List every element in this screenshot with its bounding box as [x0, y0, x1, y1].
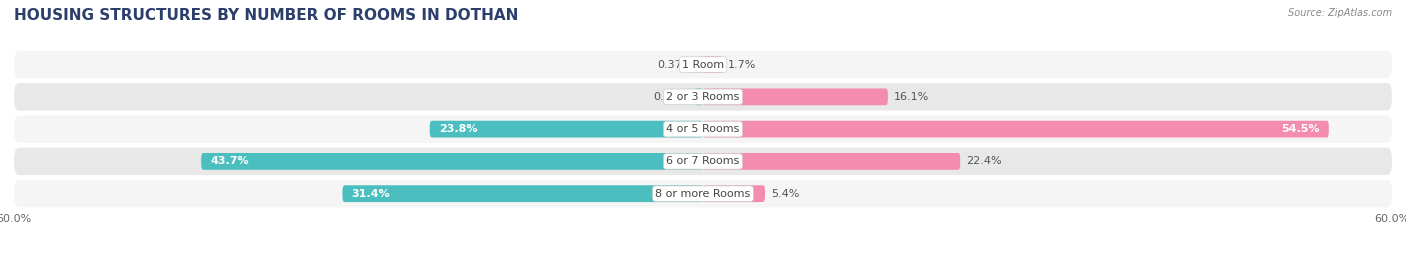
Text: Source: ZipAtlas.com: Source: ZipAtlas.com	[1288, 8, 1392, 18]
FancyBboxPatch shape	[703, 185, 765, 202]
FancyBboxPatch shape	[695, 89, 703, 105]
Text: HOUSING STRUCTURES BY NUMBER OF ROOMS IN DOTHAN: HOUSING STRUCTURES BY NUMBER OF ROOMS IN…	[14, 8, 519, 23]
Text: 2 or 3 Rooms: 2 or 3 Rooms	[666, 92, 740, 102]
Text: 22.4%: 22.4%	[966, 156, 1001, 167]
Text: 4 or 5 Rooms: 4 or 5 Rooms	[666, 124, 740, 134]
FancyBboxPatch shape	[699, 56, 703, 73]
FancyBboxPatch shape	[430, 121, 703, 137]
Text: 43.7%: 43.7%	[211, 156, 249, 167]
FancyBboxPatch shape	[703, 89, 887, 105]
Text: 16.1%: 16.1%	[894, 92, 929, 102]
FancyBboxPatch shape	[703, 56, 723, 73]
FancyBboxPatch shape	[703, 121, 1329, 137]
Text: 6 or 7 Rooms: 6 or 7 Rooms	[666, 156, 740, 167]
FancyBboxPatch shape	[14, 115, 1392, 143]
Text: 1 Room: 1 Room	[682, 59, 724, 70]
FancyBboxPatch shape	[14, 51, 1392, 78]
Text: 5.4%: 5.4%	[770, 189, 799, 199]
Text: 54.5%: 54.5%	[1281, 124, 1320, 134]
Text: 1.7%: 1.7%	[728, 59, 756, 70]
Text: 31.4%: 31.4%	[352, 189, 391, 199]
FancyBboxPatch shape	[14, 180, 1392, 207]
FancyBboxPatch shape	[703, 153, 960, 170]
FancyBboxPatch shape	[14, 148, 1392, 175]
Text: 8 or more Rooms: 8 or more Rooms	[655, 189, 751, 199]
FancyBboxPatch shape	[343, 185, 703, 202]
Text: 0.78%: 0.78%	[652, 92, 689, 102]
FancyBboxPatch shape	[201, 153, 703, 170]
FancyBboxPatch shape	[14, 83, 1392, 111]
Text: 23.8%: 23.8%	[439, 124, 478, 134]
Text: 0.37%: 0.37%	[658, 59, 693, 70]
